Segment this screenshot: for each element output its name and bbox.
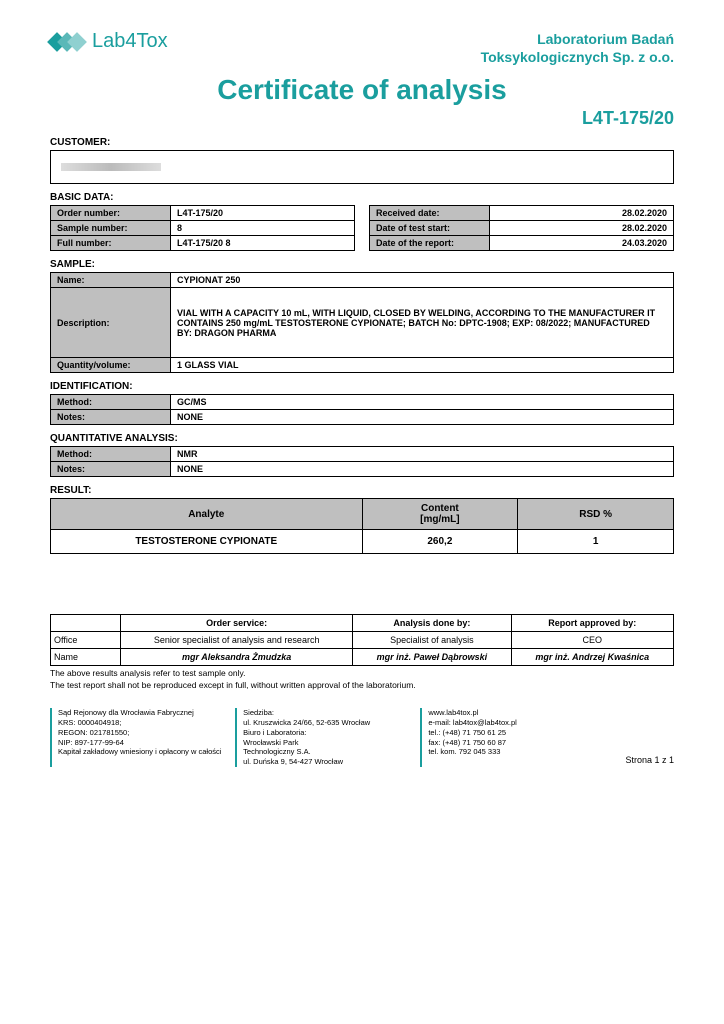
quant-method-lbl: Method:: [51, 447, 171, 462]
sample-desc-lbl: Description:: [51, 288, 171, 358]
result-rsd: 1: [518, 530, 674, 554]
full-number: L4T-175/20 8: [171, 236, 355, 251]
sample-name: CYPIONAT 250: [171, 273, 674, 288]
sign-office-order: Senior specialist of analysis and resear…: [121, 632, 353, 649]
basic-data: Order number:L4T-175/20 Sample number:8 …: [50, 205, 674, 251]
basic-data-label: BASIC DATA:: [50, 192, 674, 203]
identification-table: Method:GC/MS Notes:NONE: [50, 394, 674, 425]
result-h-analyte: Analyte: [51, 499, 363, 530]
result-analyte: TESTOSTERONE CYPIONATE: [51, 530, 363, 554]
id-method: GC/MS: [171, 395, 674, 410]
result-table: Analyte Content [mg/mL] RSD % TESTOSTERO…: [50, 498, 674, 554]
quant-label: QUANTITATIVE ANALYSIS:: [50, 433, 674, 444]
disclaimer-2: The test report shall not be reproduced …: [50, 680, 674, 690]
customer-box: [50, 150, 674, 184]
signatures-table: Order service: Analysis done by: Report …: [50, 614, 674, 666]
identification-label: IDENTIFICATION:: [50, 381, 674, 392]
sign-h-order: Order service:: [121, 615, 353, 632]
test-start-date: 28.02.2020: [490, 221, 674, 236]
sample-qty: 1 GLASS VIAL: [171, 358, 674, 373]
sample-table: Name:CYPIONAT 250 Description:VIAL WITH …: [50, 272, 674, 373]
sign-name-approved: mgr inż. Andrzej Kwaśnica: [511, 649, 673, 666]
customer-label: CUSTOMER:: [50, 137, 674, 148]
header: Lab4Tox Laboratorium Badań Toksykologicz…: [50, 30, 674, 66]
footer-col-3: www.lab4tox.pl e-mail: lab4tox@lab4tox.p…: [420, 708, 593, 767]
footer-col-2: Siedziba: ul. Kruszwicka 24/66, 52-635 W…: [235, 708, 408, 767]
received-lbl: Received date:: [370, 206, 490, 221]
quant-notes: NONE: [171, 462, 674, 477]
received-date: 28.02.2020: [490, 206, 674, 221]
result-content: 260,2: [362, 530, 518, 554]
logo-text: Lab4Tox: [92, 30, 168, 53]
sign-office-approved: CEO: [511, 632, 673, 649]
sign-row-office: Office: [51, 632, 121, 649]
basic-left-table: Order number:L4T-175/20 Sample number:8 …: [50, 205, 355, 251]
full-number-lbl: Full number:: [51, 236, 171, 251]
result-h-rsd: RSD %: [518, 499, 674, 530]
order-number-lbl: Order number:: [51, 206, 171, 221]
sample-label: SAMPLE:: [50, 259, 674, 270]
certificate-title: Certificate of analysis: [50, 74, 674, 106]
id-notes: NONE: [171, 410, 674, 425]
order-number: L4T-175/20: [171, 206, 355, 221]
sign-name-analysis: mgr inż. Paweł Dąbrowski: [353, 649, 511, 666]
sign-office-analysis: Specialist of analysis: [353, 632, 511, 649]
sign-h-analysis: Analysis done by:: [353, 615, 511, 632]
logo: Lab4Tox: [50, 30, 168, 53]
id-notes-lbl: Notes:: [51, 410, 171, 425]
report-date: 24.03.2020: [490, 236, 674, 251]
sample-name-lbl: Name:: [51, 273, 171, 288]
sample-number-lbl: Sample number:: [51, 221, 171, 236]
quant-notes-lbl: Notes:: [51, 462, 171, 477]
sample-qty-lbl: Quantity/volume:: [51, 358, 171, 373]
company-name: Laboratorium Badań Toksykologicznych Sp.…: [481, 30, 674, 66]
test-start-lbl: Date of test start:: [370, 221, 490, 236]
disclaimer-1: The above results analysis refer to test…: [50, 668, 674, 678]
basic-right-table: Received date:28.02.2020 Date of test st…: [369, 205, 674, 251]
page-number: Strona 1 z 1: [605, 755, 674, 767]
company-line1: Laboratorium Badań: [481, 30, 674, 48]
document-number: L4T-175/20: [50, 108, 674, 129]
redacted-customer: [61, 163, 161, 171]
result-label: RESULT:: [50, 485, 674, 496]
logo-mark: [50, 35, 80, 49]
result-h-content: Content [mg/mL]: [362, 499, 518, 530]
quant-table: Method:NMR Notes:NONE: [50, 446, 674, 477]
company-line2: Toksykologicznych Sp. z o.o.: [481, 48, 674, 66]
sample-desc: VIAL WITH A CAPACITY 10 mL, WITH LIQUID,…: [171, 288, 674, 358]
footer: Sąd Rejonowy dla Wrocławia Fabrycznej KR…: [50, 708, 674, 767]
id-method-lbl: Method:: [51, 395, 171, 410]
footer-col-1: Sąd Rejonowy dla Wrocławia Fabrycznej KR…: [50, 708, 223, 767]
sample-number: 8: [171, 221, 355, 236]
sign-h-approved: Report approved by:: [511, 615, 673, 632]
sign-name-order: mgr Aleksandra Żmudzka: [121, 649, 353, 666]
sign-row-name: Name: [51, 649, 121, 666]
report-lbl: Date of the report:: [370, 236, 490, 251]
quant-method: NMR: [171, 447, 674, 462]
